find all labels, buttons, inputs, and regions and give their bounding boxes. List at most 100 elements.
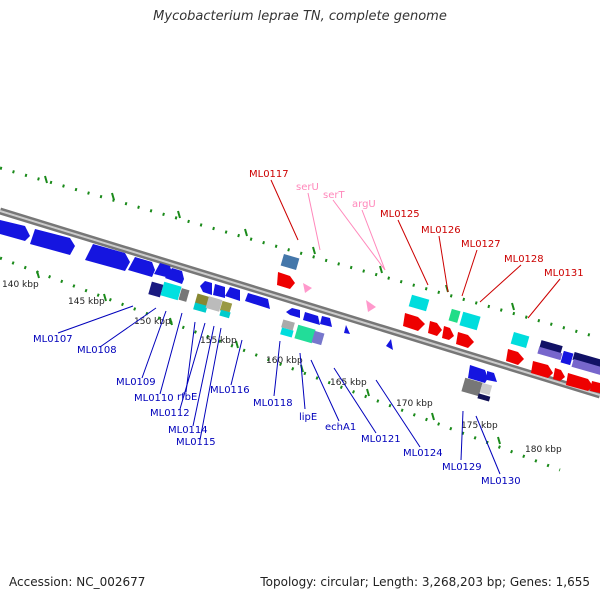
gene-label-echA1: echA1 bbox=[325, 422, 356, 433]
gene-forward-purple bbox=[537, 346, 563, 361]
forward-gene-labels: ML0117 ML0125 ML0126 ML0127 ML0128 ML013… bbox=[249, 169, 584, 319]
gene-label-ML0108: ML0108 bbox=[77, 345, 117, 356]
gene-reverse bbox=[245, 293, 270, 309]
trna-gene bbox=[303, 283, 312, 293]
gene-forward-purple bbox=[571, 359, 600, 375]
gene-label-ML0107: ML0107 bbox=[33, 334, 73, 345]
gene-forward-navy bbox=[539, 340, 563, 354]
trna-labels: serU serT argU bbox=[296, 182, 386, 271]
gene-reverse bbox=[303, 312, 320, 325]
trna-gene bbox=[366, 300, 376, 312]
scale-label: 145 kbp bbox=[68, 297, 105, 307]
gene-label-ML0110: ML0110 bbox=[134, 393, 174, 404]
gene-forward bbox=[553, 368, 565, 381]
reverse-gene-labels: ML0107 ML0108 ML0109 ML0110 rfbE ML0112 … bbox=[33, 305, 521, 487]
gene-label-ML0116: ML0116 bbox=[210, 385, 250, 396]
gene-reverse bbox=[344, 325, 350, 334]
gene-reverse-olive bbox=[219, 300, 233, 314]
gene-reverse-purple bbox=[311, 330, 325, 346]
gene-label-ML0127: ML0127 bbox=[461, 239, 501, 250]
accession-text: Accession: NC_002677 bbox=[9, 575, 146, 589]
gene-label-ML0115: ML0115 bbox=[176, 437, 216, 448]
gene-forward bbox=[566, 373, 593, 391]
gene-label-argU: argU bbox=[352, 199, 376, 210]
gene-reverse-cyan bbox=[193, 302, 208, 313]
scale-label: 165 kbp bbox=[330, 378, 367, 388]
gene-reverse bbox=[165, 268, 184, 284]
gene-forward bbox=[442, 326, 454, 340]
reverse-strand-genes bbox=[0, 220, 497, 402]
genome-summary-text: Topology: circular; Length: 3,268,203 bp… bbox=[260, 575, 590, 589]
forward-strand-genes bbox=[277, 254, 600, 393]
gene-label-serU: serU bbox=[296, 182, 319, 193]
scale-label: 175 kbp bbox=[461, 421, 498, 431]
gene-reverse bbox=[468, 365, 488, 383]
gene-label-ML0125: ML0125 bbox=[380, 209, 420, 220]
gene-label-ML0109: ML0109 bbox=[116, 377, 156, 388]
page-title: Mycobacterium leprae TN, complete genome bbox=[153, 9, 447, 24]
gene-reverse bbox=[154, 263, 172, 278]
gene-label-ML0124: ML0124 bbox=[403, 448, 443, 459]
gene-label-ML0117: ML0117 bbox=[249, 169, 289, 180]
gene-forward bbox=[456, 332, 474, 348]
scale-labels: 140 kbp 145 kbp 150 kbp 155 kbp 160 kbp … bbox=[2, 280, 562, 455]
scale-label: 140 kbp bbox=[2, 280, 39, 290]
scale-label: 180 kbp bbox=[525, 445, 562, 455]
gene-reverse-navy bbox=[477, 393, 491, 402]
gene-label-ML0129: ML0129 bbox=[442, 462, 482, 473]
gene-label-ML0121: ML0121 bbox=[361, 434, 401, 445]
gene-reverse-silver bbox=[205, 296, 223, 312]
gene-reverse-green bbox=[294, 324, 316, 344]
inner-tick-track bbox=[0, 256, 561, 472]
gene-forward-blue bbox=[560, 350, 574, 366]
scale-label: 150 kbp bbox=[134, 317, 171, 327]
gene-forward bbox=[277, 272, 295, 289]
gene-label-ML0112: ML0112 bbox=[150, 408, 190, 419]
gene-forward-cyan bbox=[459, 311, 481, 331]
gene-reverse bbox=[286, 308, 300, 318]
gene-reverse bbox=[30, 229, 75, 255]
gene-reverse bbox=[320, 316, 332, 327]
gene-reverse bbox=[386, 339, 393, 350]
gene-forward bbox=[403, 313, 425, 331]
gene-reverse bbox=[200, 281, 212, 295]
gene-reverse-gray bbox=[178, 288, 190, 302]
gene-label-ML0126: ML0126 bbox=[421, 225, 461, 236]
gene-label-ML0114: ML0114 bbox=[168, 425, 208, 436]
gene-label-serT: serT bbox=[323, 190, 345, 201]
gene-forward-steel bbox=[280, 254, 300, 270]
gene-forward bbox=[590, 381, 600, 393]
gene-forward-cyan bbox=[408, 294, 430, 312]
gene-reverse bbox=[0, 220, 30, 241]
gene-reverse-gray bbox=[281, 319, 295, 331]
scale-label: 160 kbp bbox=[266, 356, 303, 366]
gene-forward bbox=[428, 321, 442, 336]
gene-reverse-olive bbox=[194, 293, 210, 307]
gene-reverse bbox=[85, 244, 130, 271]
genome-backbone-inner bbox=[0, 210, 600, 396]
gene-forward bbox=[531, 361, 553, 378]
gene-reverse bbox=[225, 287, 240, 301]
gene-forward-green bbox=[448, 308, 461, 323]
gene-label-ML0131: ML0131 bbox=[544, 268, 584, 279]
gene-reverse bbox=[487, 371, 497, 382]
gene-reverse-cyan bbox=[219, 309, 231, 319]
gene-reverse bbox=[128, 257, 155, 277]
gene-forward-navy bbox=[572, 352, 600, 368]
gene-label-ML0128: ML0128 bbox=[504, 254, 544, 265]
gene-reverse-gray bbox=[461, 377, 483, 397]
gene-reverse-silver bbox=[479, 382, 493, 396]
gene-reverse-navy bbox=[148, 281, 164, 298]
gene-reverse-cyan bbox=[280, 327, 294, 338]
gene-reverse bbox=[213, 284, 225, 298]
major-ticks bbox=[36, 175, 515, 445]
gene-forward-cyan bbox=[510, 332, 530, 348]
gene-label-rfbE: rfbE bbox=[177, 392, 197, 403]
gene-label-ML0118: ML0118 bbox=[253, 398, 293, 409]
gene-label-lipE: lipE bbox=[299, 412, 317, 423]
gene-label-ML0130: ML0130 bbox=[481, 476, 521, 487]
gene-forward bbox=[506, 349, 524, 365]
gene-reverse-cyan bbox=[160, 281, 182, 301]
